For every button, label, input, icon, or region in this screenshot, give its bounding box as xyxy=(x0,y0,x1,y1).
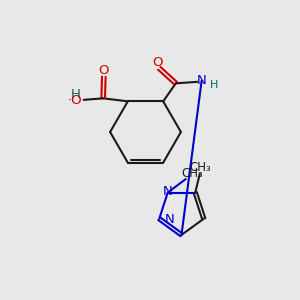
Text: N: N xyxy=(197,74,206,87)
Text: H: H xyxy=(210,80,218,90)
Text: N: N xyxy=(163,185,172,198)
Text: O: O xyxy=(152,56,163,69)
Text: CH₃: CH₃ xyxy=(182,167,203,180)
Text: N: N xyxy=(165,213,174,226)
Text: O: O xyxy=(98,64,109,76)
Text: ·O: ·O xyxy=(68,94,82,107)
Text: H: H xyxy=(70,88,80,101)
Text: CH₃: CH₃ xyxy=(189,161,211,174)
